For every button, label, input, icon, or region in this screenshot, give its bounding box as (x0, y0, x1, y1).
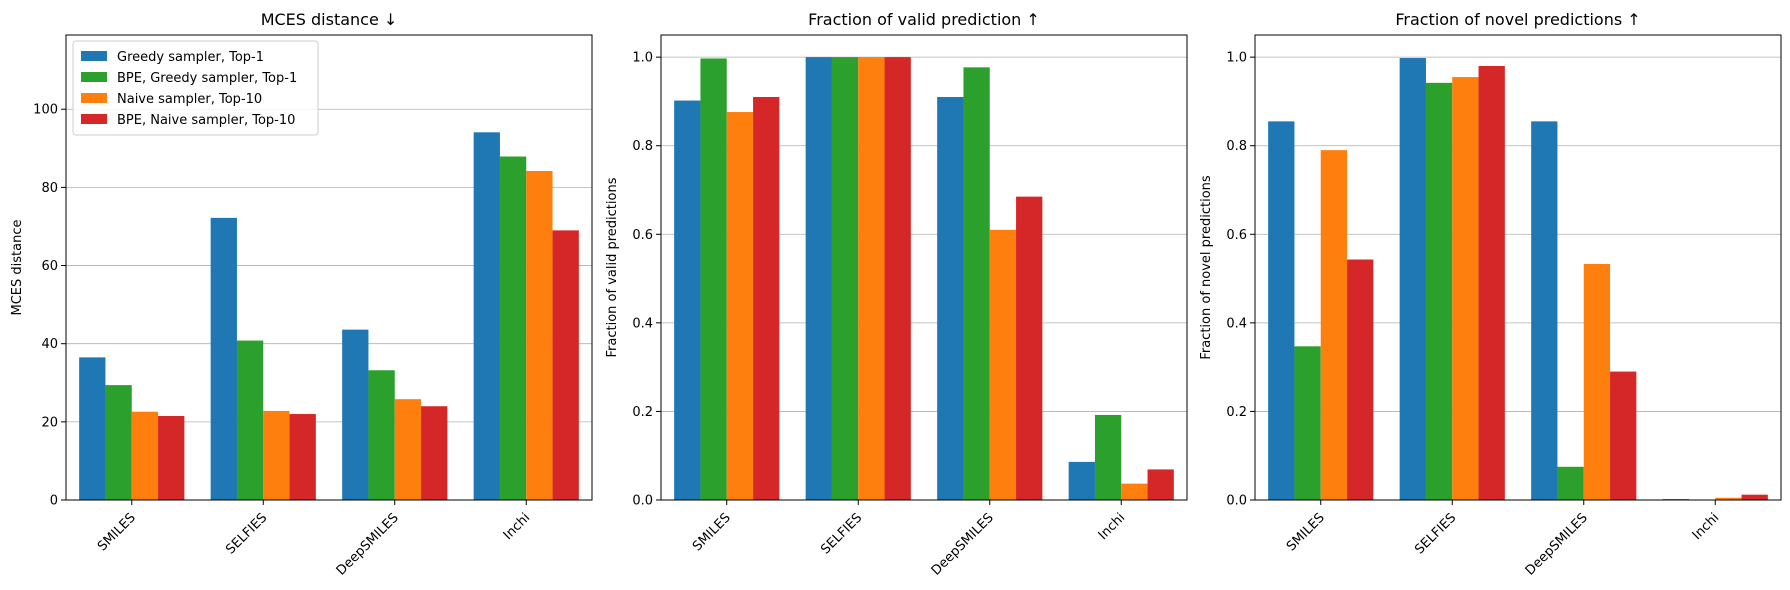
bar-inchi-series-1 (1068, 461, 1095, 500)
chart-panel-3: SMILES SELFIES DeepSMILES Inchi 0.0 0.2 0.4 0.6… (1199, 10, 1782, 579)
bar-smiles-series-1 (1268, 121, 1295, 500)
legend-label: BPE, Naive sampler, Top-10 (117, 113, 295, 128)
bar-selfies-series-3 (858, 57, 885, 501)
bar-inchi-series-4 (552, 230, 579, 500)
x-tick-label: SMILES (95, 510, 139, 554)
bar-deepsmiles-series-2 (1557, 466, 1584, 500)
legend-swatch (81, 72, 107, 82)
bar-smiles-series-4 (753, 97, 780, 500)
x-tick-label: DeepSMILES (929, 510, 997, 578)
bar-inchi-series-2 (499, 156, 527, 500)
bar-smiles-series-4 (1347, 259, 1374, 500)
y-tick-label: 0.8 (632, 139, 653, 154)
legend-swatch (81, 93, 107, 103)
chart-panel-2: SMILES SELFIES DeepSMILES Inchi 0.0 0.2 0.4 0.6… (605, 10, 1188, 579)
y-tick-label: 60 (41, 259, 58, 274)
y-axis-label: Fraction of valid predictions (605, 177, 620, 357)
y-tick-label: 0.6 (1226, 228, 1247, 243)
plot-frame (660, 34, 1188, 501)
bar-inchi-series-2 (1094, 414, 1122, 500)
bar-smiles-series-4 (158, 415, 185, 500)
x-tick-label: DeepSMILES (334, 510, 402, 578)
bar-selfies-series-2 (236, 340, 264, 500)
bar-deepsmiles-series-1 (937, 97, 964, 500)
legend-swatch (81, 51, 107, 61)
y-tick-label: 0.2 (632, 405, 653, 420)
bar-selfies-series-4 (884, 57, 911, 501)
bar-selfies-series-3 (1452, 77, 1479, 501)
chart-title: Fraction of valid prediction ↑ (808, 10, 1040, 29)
y-tick-label: 1.0 (632, 51, 653, 66)
bar-inchi-series-3 (526, 170, 553, 500)
chart-title: Fraction of novel predictions ↑ (1395, 10, 1640, 29)
bar-smiles-series-2 (1294, 346, 1321, 500)
bar-smiles-series-2 (700, 58, 727, 500)
y-tick-label: 0.6 (632, 228, 653, 243)
legend-box (72, 40, 319, 136)
bar-selfies-series-2 (1425, 82, 1453, 500)
x-tick-label: DeepSMILES (1523, 510, 1591, 578)
x-tick-label: Inchi (501, 510, 534, 543)
bar-deepsmiles-series-4 (1610, 371, 1637, 500)
x-tick-label: SELFIES (1412, 510, 1459, 557)
bar-deepsmiles-series-4 (1016, 196, 1043, 500)
bar-selfies-series-1 (1399, 58, 1426, 501)
y-tick-label: 0.0 (632, 494, 653, 509)
plot-frame (1254, 34, 1782, 501)
bar-smiles-series-1 (674, 100, 701, 501)
legend-label: Naive sampler, Top-10 (117, 92, 262, 107)
bar-selfies-series-2 (831, 57, 859, 501)
x-tick-label: Inchi (1690, 510, 1723, 543)
bar-smiles-series-3 (726, 112, 754, 501)
bar-smiles-series-3 (131, 411, 159, 500)
x-tick-label: SMILES (1284, 510, 1328, 554)
plot-frame (65, 34, 593, 501)
bar-selfies-series-1 (210, 217, 237, 500)
legend-swatch (81, 114, 107, 124)
bar-smiles-series-1 (79, 357, 106, 500)
y-tick-label: 0.2 (1226, 405, 1247, 420)
y-tick-label: 0.4 (1226, 316, 1247, 331)
bar-inchi-series-1 (473, 132, 500, 500)
y-tick-label: 0 (50, 494, 58, 509)
bar-inchi-series-3 (1121, 483, 1148, 500)
bar-smiles-series-2 (105, 385, 132, 500)
y-tick-label: 20 (41, 415, 58, 430)
bar-smiles-series-3 (1320, 150, 1348, 500)
y-tick-label: 100 (33, 103, 58, 118)
chart-panel-1: SMILES SELFIES DeepSMILES Inchi 0 20 40 60 80 100… (10, 10, 593, 579)
y-tick-label: 0.8 (1226, 139, 1247, 154)
bar-selfies-series-4 (1478, 66, 1505, 500)
bar-inchi-series-3 (1715, 497, 1742, 500)
y-axis-label: Fraction of novel predictions (1199, 175, 1214, 360)
bar-deepsmiles-series-4 (421, 406, 448, 500)
bar-deepsmiles-series-3 (1583, 263, 1611, 500)
y-tick-label: 80 (41, 181, 58, 196)
bar-selfies-series-1 (805, 57, 832, 501)
bar-inchi-series-4 (1147, 469, 1174, 500)
bar-deepsmiles-series-3 (394, 399, 422, 500)
x-tick-label: SELFIES (818, 510, 865, 557)
legend-label: BPE, Greedy sampler, Top-1 (117, 71, 297, 86)
bar-deepsmiles-series-2 (963, 67, 990, 500)
legend-label: Greedy sampler, Top-1 (117, 50, 264, 65)
y-tick-label: 1.0 (1226, 51, 1247, 66)
y-tick-label: 40 (41, 337, 58, 352)
y-tick-label: 0.0 (1226, 494, 1247, 509)
bar-deepsmiles-series-1 (342, 329, 369, 500)
bar-selfies-series-4 (289, 414, 316, 500)
x-tick-label: SELFIES (223, 510, 270, 557)
y-axis-label: MCES distance (10, 220, 25, 316)
bar-deepsmiles-series-3 (989, 229, 1017, 500)
bar-deepsmiles-series-1 (1531, 121, 1558, 500)
bar-selfies-series-3 (263, 410, 290, 500)
bar-inchi-series-4 (1741, 494, 1768, 500)
y-tick-label: 0.4 (632, 316, 653, 331)
chart-title: MCES distance ↓ (261, 10, 398, 29)
x-tick-label: SMILES (690, 510, 734, 554)
x-tick-label: Inchi (1096, 510, 1129, 543)
bar-deepsmiles-series-2 (368, 370, 395, 500)
